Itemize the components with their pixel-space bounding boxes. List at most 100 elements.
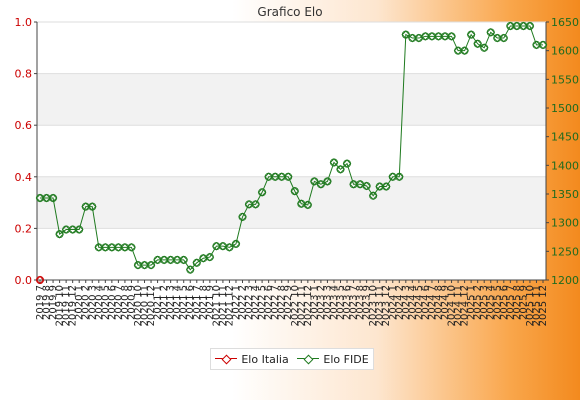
- x-tick-label: 2020 3: [87, 285, 98, 320]
- left-tick-label: 0.6: [15, 119, 33, 132]
- data-point-ring: [284, 172, 293, 181]
- data-point-ring: [369, 191, 378, 200]
- data-point-ring: [467, 30, 476, 39]
- legend-label-elo-fide: Elo FIDE: [323, 352, 369, 366]
- data-point-ring: [179, 255, 188, 264]
- x-tick-label: 2020 4: [94, 285, 105, 320]
- x-tick-label: 2020 8: [120, 285, 131, 320]
- right-tick-label: 1450: [551, 131, 579, 144]
- x-tick-label: 2024 4: [407, 285, 418, 320]
- x-tick-label: 2021 3: [166, 285, 177, 320]
- x-tick-label: 2020 7: [113, 285, 124, 320]
- x-tick-label: 2025 12: [538, 285, 549, 326]
- data-point-ring: [225, 243, 234, 252]
- x-tick-label: 2022 9: [283, 285, 294, 320]
- data-point-ring: [539, 40, 548, 49]
- x-tick-label: 2020 2: [81, 285, 92, 320]
- right-tick-label: 1650: [551, 16, 579, 29]
- chart-title: Grafico Elo: [257, 5, 322, 19]
- data-point-ring: [49, 194, 58, 203]
- x-tick-label: 2022 12: [303, 285, 314, 326]
- x-tick-label: 2024 7: [427, 285, 438, 320]
- x-tick-label: 2022 11: [296, 285, 307, 326]
- data-point-ring: [75, 225, 84, 234]
- x-tick-label: 2024 12: [460, 285, 471, 326]
- right-tick-label: 1500: [551, 102, 579, 115]
- x-tick-label: 2021 2: [159, 285, 170, 320]
- data-point-ring: [480, 43, 489, 52]
- x-tick-label: 2019 7: [35, 285, 46, 320]
- data-point-ring: [127, 243, 136, 252]
- x-tick-label: 2020 10: [133, 285, 144, 326]
- x-tick-label: 2025 9: [518, 285, 529, 320]
- left-tick-label: 0.8: [15, 68, 33, 81]
- x-tick-label: 2025 11: [531, 285, 542, 326]
- x-tick-label: 2021 1: [153, 285, 164, 320]
- data-point-ring: [343, 159, 352, 168]
- data-point-ring: [290, 187, 299, 196]
- data-point-ring: [36, 275, 45, 284]
- x-tick-label: 2021 6: [185, 285, 196, 320]
- plot-band: [37, 22, 546, 74]
- data-point-ring: [88, 202, 97, 211]
- x-tick-label: 2024 2: [394, 285, 405, 320]
- plot-band: [37, 73, 546, 126]
- data-point-ring: [147, 261, 156, 270]
- x-tick-label: 2021 5: [179, 285, 190, 320]
- data-point-ring: [382, 182, 391, 191]
- right-tick-label: 1600: [551, 45, 579, 58]
- x-tick-label: 2025 8: [512, 285, 523, 320]
- x-tick-label: 2023 4: [329, 285, 340, 320]
- x-tick-label: 2024 8: [433, 285, 444, 320]
- x-tick-label: 2022 8: [277, 285, 288, 320]
- data-point-ring: [362, 181, 371, 190]
- left-tick-label: 1.0: [15, 16, 33, 29]
- x-tick-label: 2024 11: [453, 285, 464, 326]
- x-tick-label: 2025 4: [486, 285, 497, 320]
- x-tick-label: 2022 3: [244, 285, 255, 320]
- data-point-ring: [473, 39, 482, 48]
- x-tick-label: 2022 4: [251, 285, 262, 320]
- x-tick-label: 2022 6: [264, 285, 275, 320]
- x-tick-label: 2020 5: [100, 285, 111, 320]
- left-tick-label: 0.4: [15, 171, 33, 184]
- x-tick-label: 2020 11: [140, 285, 151, 326]
- x-tick-label: 2023 5: [335, 285, 346, 320]
- x-tick-label: 2024 6: [420, 285, 431, 320]
- legend-marker-elo-italia: [215, 354, 238, 364]
- data-point-ring: [186, 265, 195, 274]
- x-tick-label: 2021 7: [192, 285, 203, 320]
- x-tick-label: 2019 9: [48, 285, 59, 320]
- x-tick-label: 2020 9: [126, 285, 137, 320]
- x-tick-label: 2021 11: [218, 285, 229, 326]
- data-point-ring: [310, 177, 319, 186]
- x-tick-label: 2025 6: [499, 285, 510, 320]
- right-tick-label: 1300: [551, 217, 579, 230]
- x-tick-label: 2019 11: [61, 285, 72, 326]
- x-tick-label: 2024 10: [447, 285, 458, 326]
- data-point-ring: [395, 172, 404, 181]
- x-tick-label: 2019 12: [68, 285, 79, 326]
- x-tick-label: 2024 3: [401, 285, 412, 320]
- legend-item-elo-fide: Elo FIDE: [297, 352, 369, 366]
- x-tick-label: 2021 12: [224, 285, 235, 326]
- data-point-ring: [460, 46, 469, 55]
- x-tick-label: 2024 9: [440, 285, 451, 320]
- right-tick-label: 1350: [551, 188, 579, 201]
- data-point-ring: [192, 258, 201, 267]
- data-point-ring: [329, 158, 338, 167]
- data-point-ring: [316, 180, 325, 189]
- x-tick-label: 2020 6: [107, 285, 118, 320]
- data-point-ring: [205, 253, 214, 262]
- x-tick-label: 2022 10: [290, 285, 301, 326]
- data-point-ring: [55, 230, 64, 239]
- data-point-ring: [231, 239, 240, 248]
- plot-band: [37, 125, 546, 177]
- x-tick-label: 2020 12: [146, 285, 157, 326]
- right-tick-label: 1250: [551, 245, 579, 258]
- data-point-ring: [525, 22, 534, 31]
- x-tick-label: 2022 5: [257, 285, 268, 320]
- x-tick-label: 2025 3: [479, 285, 490, 320]
